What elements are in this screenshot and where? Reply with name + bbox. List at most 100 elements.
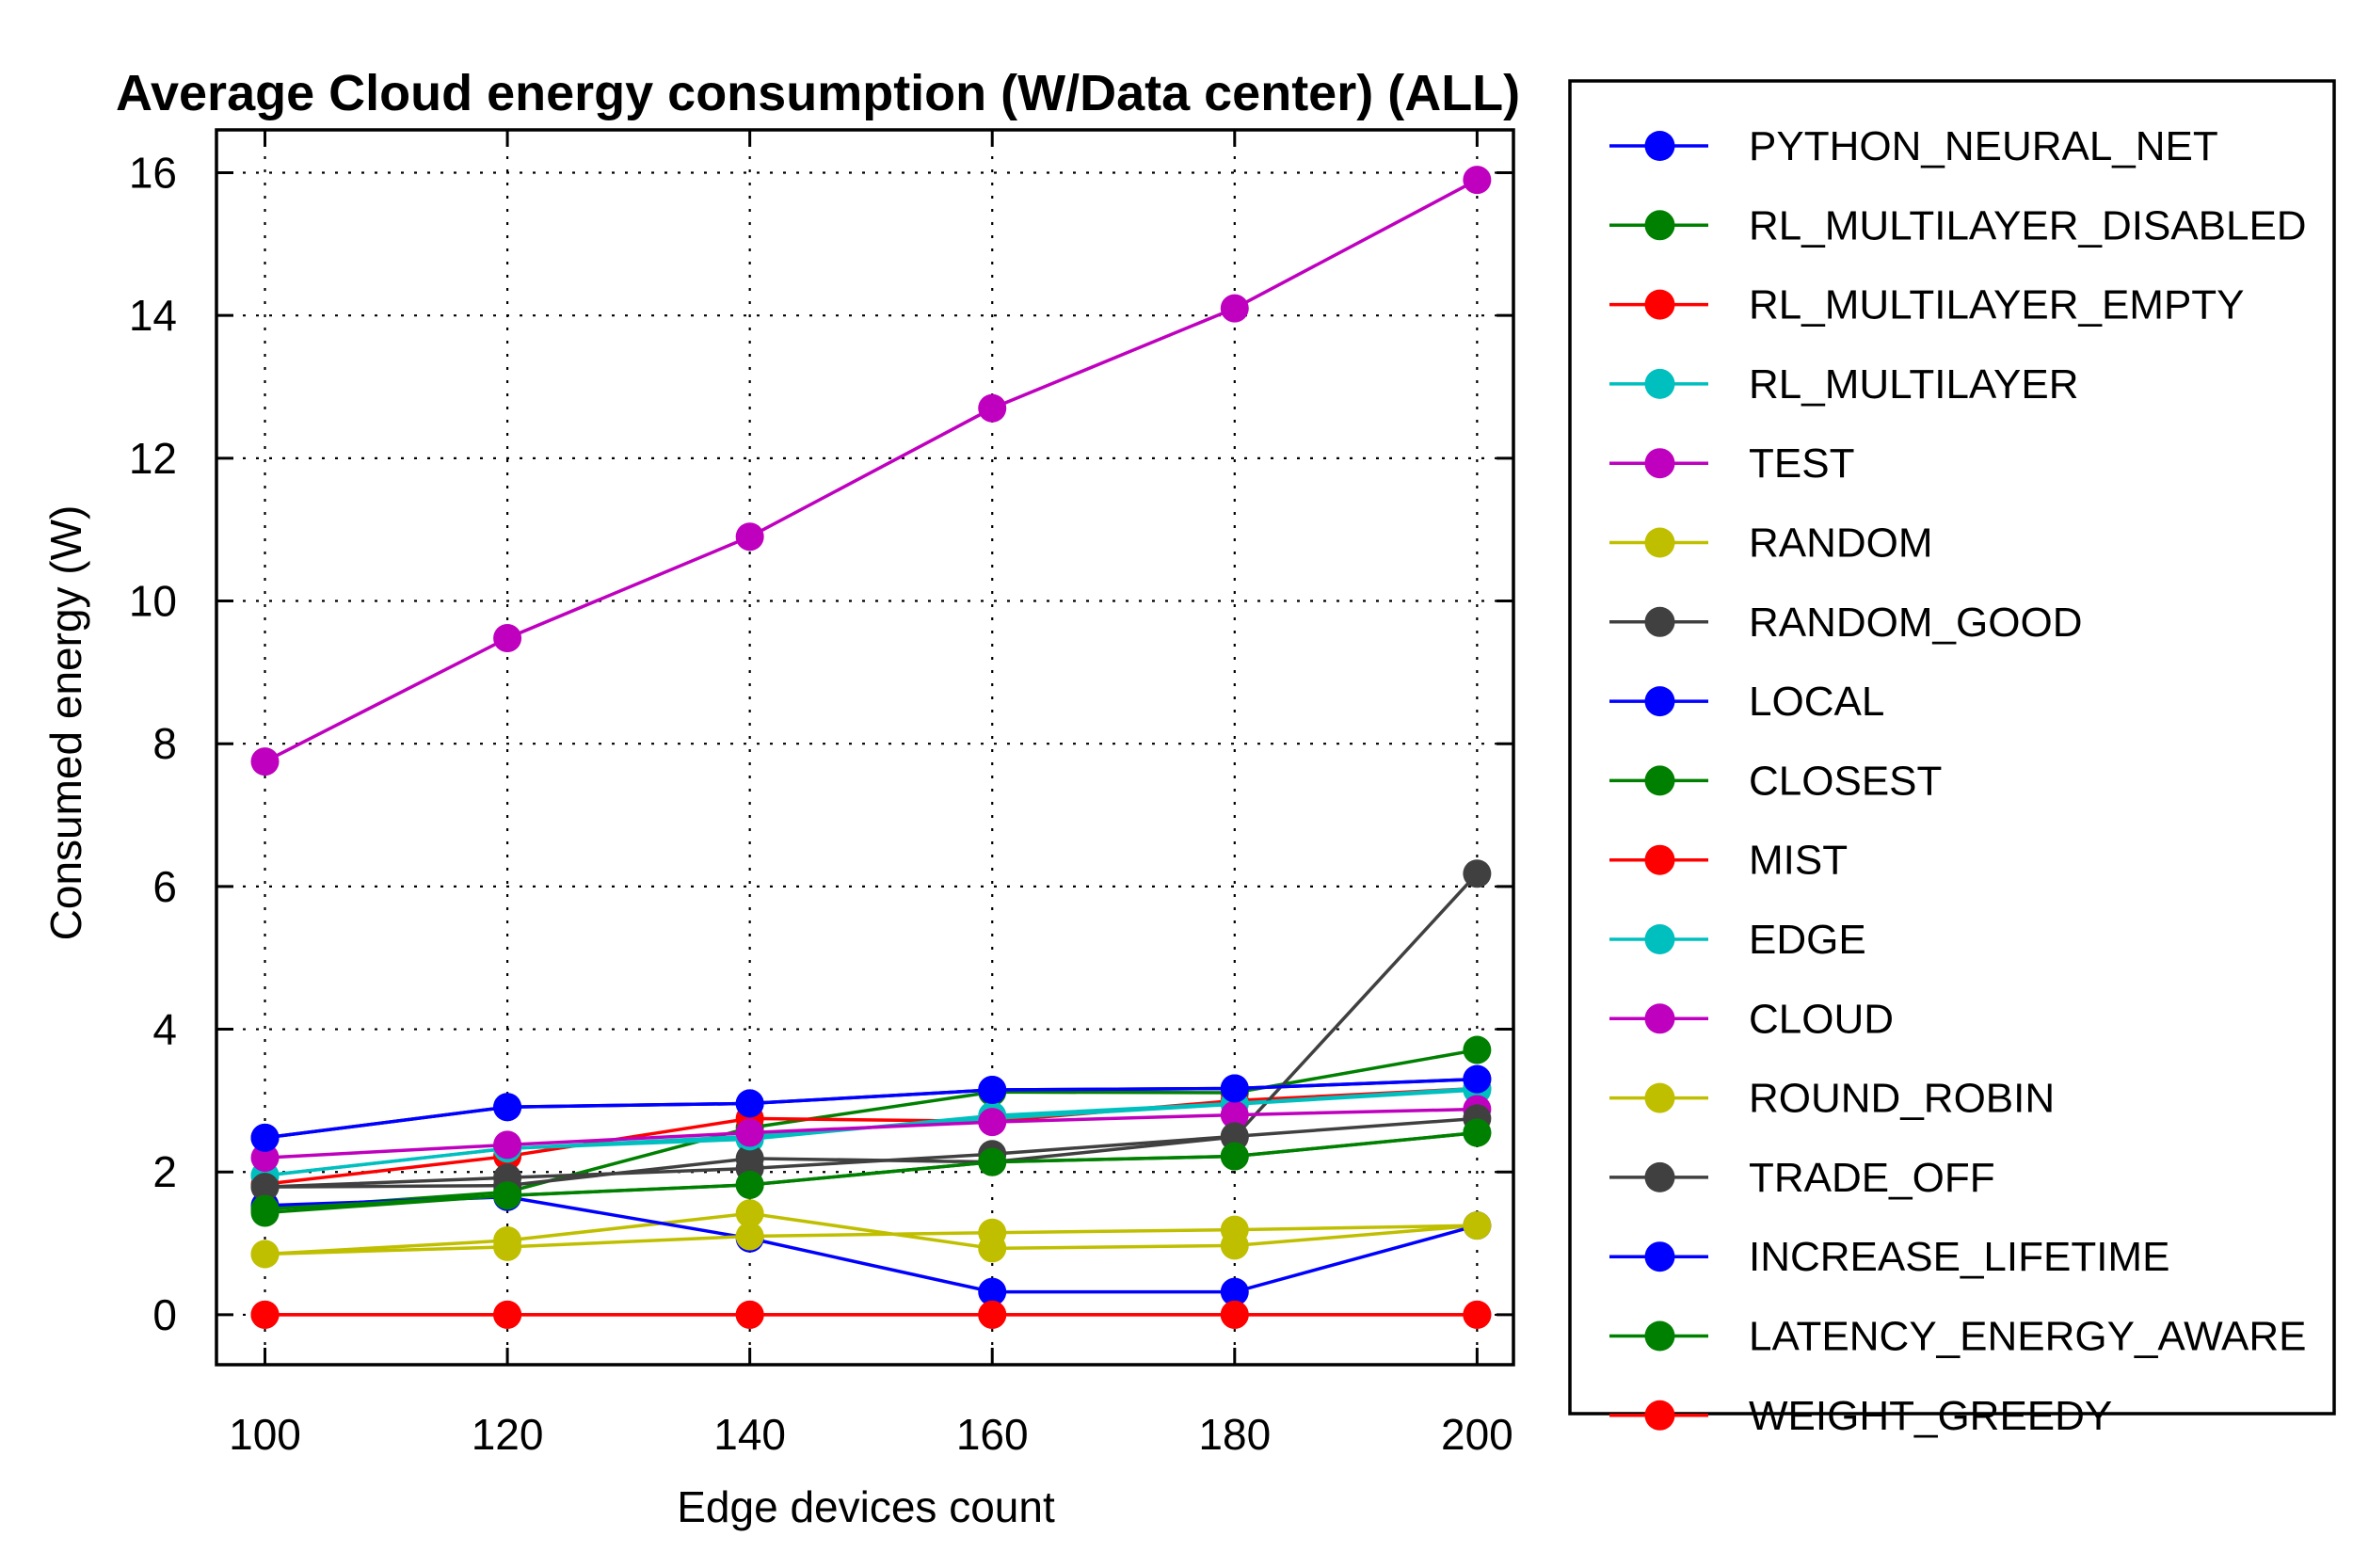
legend-item-rl-multilayer: RL_MULTILAYER [1609,361,2078,408]
data-point-cloud [735,1118,764,1147]
data-point-local [978,1277,1007,1306]
y-tick-label: 4 [152,1005,177,1054]
legend-item-weight-greedy: WEIGHT_GREEDY [1609,1393,2112,1439]
x-tick-label: 180 [1198,1410,1271,1459]
legend-swatch-marker [1644,1320,1675,1352]
x-axis-label: Edge devices count [677,1482,1055,1531]
legend-label: MIST [1749,838,1848,884]
data-point-round-robin [1220,1215,1249,1244]
data-point-trade-off [1220,1122,1249,1151]
series-line-latency-energy-aware [264,1130,1478,1211]
legend-item-random-good: RANDOM_GOOD [1609,600,2082,646]
series-line-test [264,178,1479,763]
series-line-increase-lifetime [264,1077,1478,1140]
data-point-round-robin [493,1232,522,1261]
x-tick-label: 140 [713,1410,786,1459]
legend-items: PYTHON_NEURAL_NET RL_MULTILAYER_DISABLED R… [1609,123,2307,1439]
data-point-test [1220,294,1249,323]
data-point-round-robin [250,1240,280,1269]
legend-swatch-marker [1644,448,1675,479]
legend-item-local: LOCAL [1609,679,1884,725]
data-point-random [735,1199,764,1228]
legend-item-rl-multilayer-empty: RL_MULTILAYER_EMPTY [1609,282,2245,328]
series-line-round-robin [264,1224,1478,1256]
data-point-latency-energy-aware [978,1147,1007,1176]
data-point-local [1220,1277,1249,1306]
y-tick-label: 10 [129,577,177,626]
legend-item-trade-off: TRADE_OFF [1609,1155,1995,1201]
legend-item-latency-energy-aware: LATENCY_ENERGY_AWARE [1609,1314,2307,1360]
data-point-increase-lifetime [1463,1064,1492,1094]
legend-label: TEST [1749,440,1854,487]
legend-swatch-marker [1644,1082,1675,1113]
y-tick-label: 0 [152,1290,177,1339]
data-point-weight-greedy [735,1300,764,1329]
legend-label: RL_MULTILAYER [1749,361,2078,408]
x-tick-label: 160 [956,1410,1029,1459]
legend: PYTHON_NEURAL_NET RL_MULTILAYER_DISABLED R… [1568,79,2336,1439]
axis-ticks: 100 120 140 160 180 200 0 2 4 6 8 10 12 14 16 [129,130,1513,1459]
y-tick-label: 12 [129,434,177,483]
y-tick-label: 14 [129,291,177,340]
chart-title: Average Cloud energy consumption (W/Data… [116,65,1520,121]
plot-frame [215,128,1515,1367]
legend-label: TRADE_OFF [1749,1155,1995,1201]
series-line-cloud [264,1107,1478,1160]
y-tick-label: 8 [152,719,177,768]
legend-label: ROUND_ROBIN [1749,1076,2055,1122]
y-tick-label: 6 [152,862,177,911]
legend-item-cloud: CLOUD [1609,996,1894,1042]
data-point-test [250,747,280,776]
legend-label: INCREASE_LIFETIME [1749,1234,2169,1280]
data-point-trade-off [250,1173,280,1202]
legend-label: CLOSEST [1749,758,1942,804]
data-point-rl-multilayer-disabled [1463,1035,1492,1064]
legend-item-rl-multilayer-disabled: RL_MULTILAYER_DISABLED [1609,202,2307,248]
data-point-round-robin [978,1218,1007,1247]
data-point-weight-greedy [493,1300,522,1329]
data-point-increase-lifetime [978,1076,1007,1105]
data-point-weight-greedy [1220,1300,1249,1329]
data-point-test [493,623,522,652]
legend-swatch-marker [1644,606,1675,637]
legend-swatch-marker [1644,1003,1675,1034]
legend-item-closest: CLOSEST [1609,758,1942,804]
y-axis-label: Consumed energy (W) [41,505,90,941]
legend-swatch-marker [1644,1161,1675,1192]
legend-item-mist: MIST [1609,838,1848,884]
legend-label: LATENCY_ENERGY_AWARE [1749,1314,2307,1360]
series-round-robin [250,1211,1492,1269]
legend-swatch-marker [1644,765,1675,796]
legend-box [1568,79,2336,1416]
series-increase-lifetime [250,1064,1492,1152]
legend-swatch-marker [1644,844,1675,875]
data-point-increase-lifetime [493,1093,522,1122]
legend-item-round-robin: ROUND_ROBIN [1609,1076,2055,1122]
legend-label: RANDOM_GOOD [1749,600,2082,646]
data-point-increase-lifetime [250,1123,280,1152]
data-point-round-robin [1463,1211,1492,1240]
series-layer [250,166,1492,1329]
x-tick-label: 200 [1441,1410,1513,1459]
legend-item-edge: EDGE [1609,917,1866,963]
series-latency-energy-aware [250,1118,1492,1224]
data-point-cloud [978,1108,1007,1137]
data-point-cloud [493,1130,522,1160]
series-test [250,166,1492,776]
legend-swatch-marker [1644,1241,1675,1272]
legend-swatch-marker [1644,131,1675,161]
data-point-test [1463,166,1492,195]
data-point-increase-lifetime [735,1089,764,1118]
legend-swatch-marker [1644,924,1675,954]
legend-swatch-marker [1644,210,1675,241]
legend-label: RL_MULTILAYER_DISABLED [1749,202,2307,248]
legend-swatch-marker [1644,686,1675,717]
data-point-latency-energy-aware [1463,1118,1492,1147]
legend-item-python-neural-net: PYTHON_NEURAL_NET [1609,123,2218,169]
legend-item-test: TEST [1609,440,1854,487]
legend-label: EDGE [1749,917,1866,963]
series-line-random [264,1211,1478,1256]
legend-swatch-marker [1644,289,1675,320]
legend-label: LOCAL [1749,679,1884,725]
series-line-rl-multilayer-empty [264,1086,1478,1186]
